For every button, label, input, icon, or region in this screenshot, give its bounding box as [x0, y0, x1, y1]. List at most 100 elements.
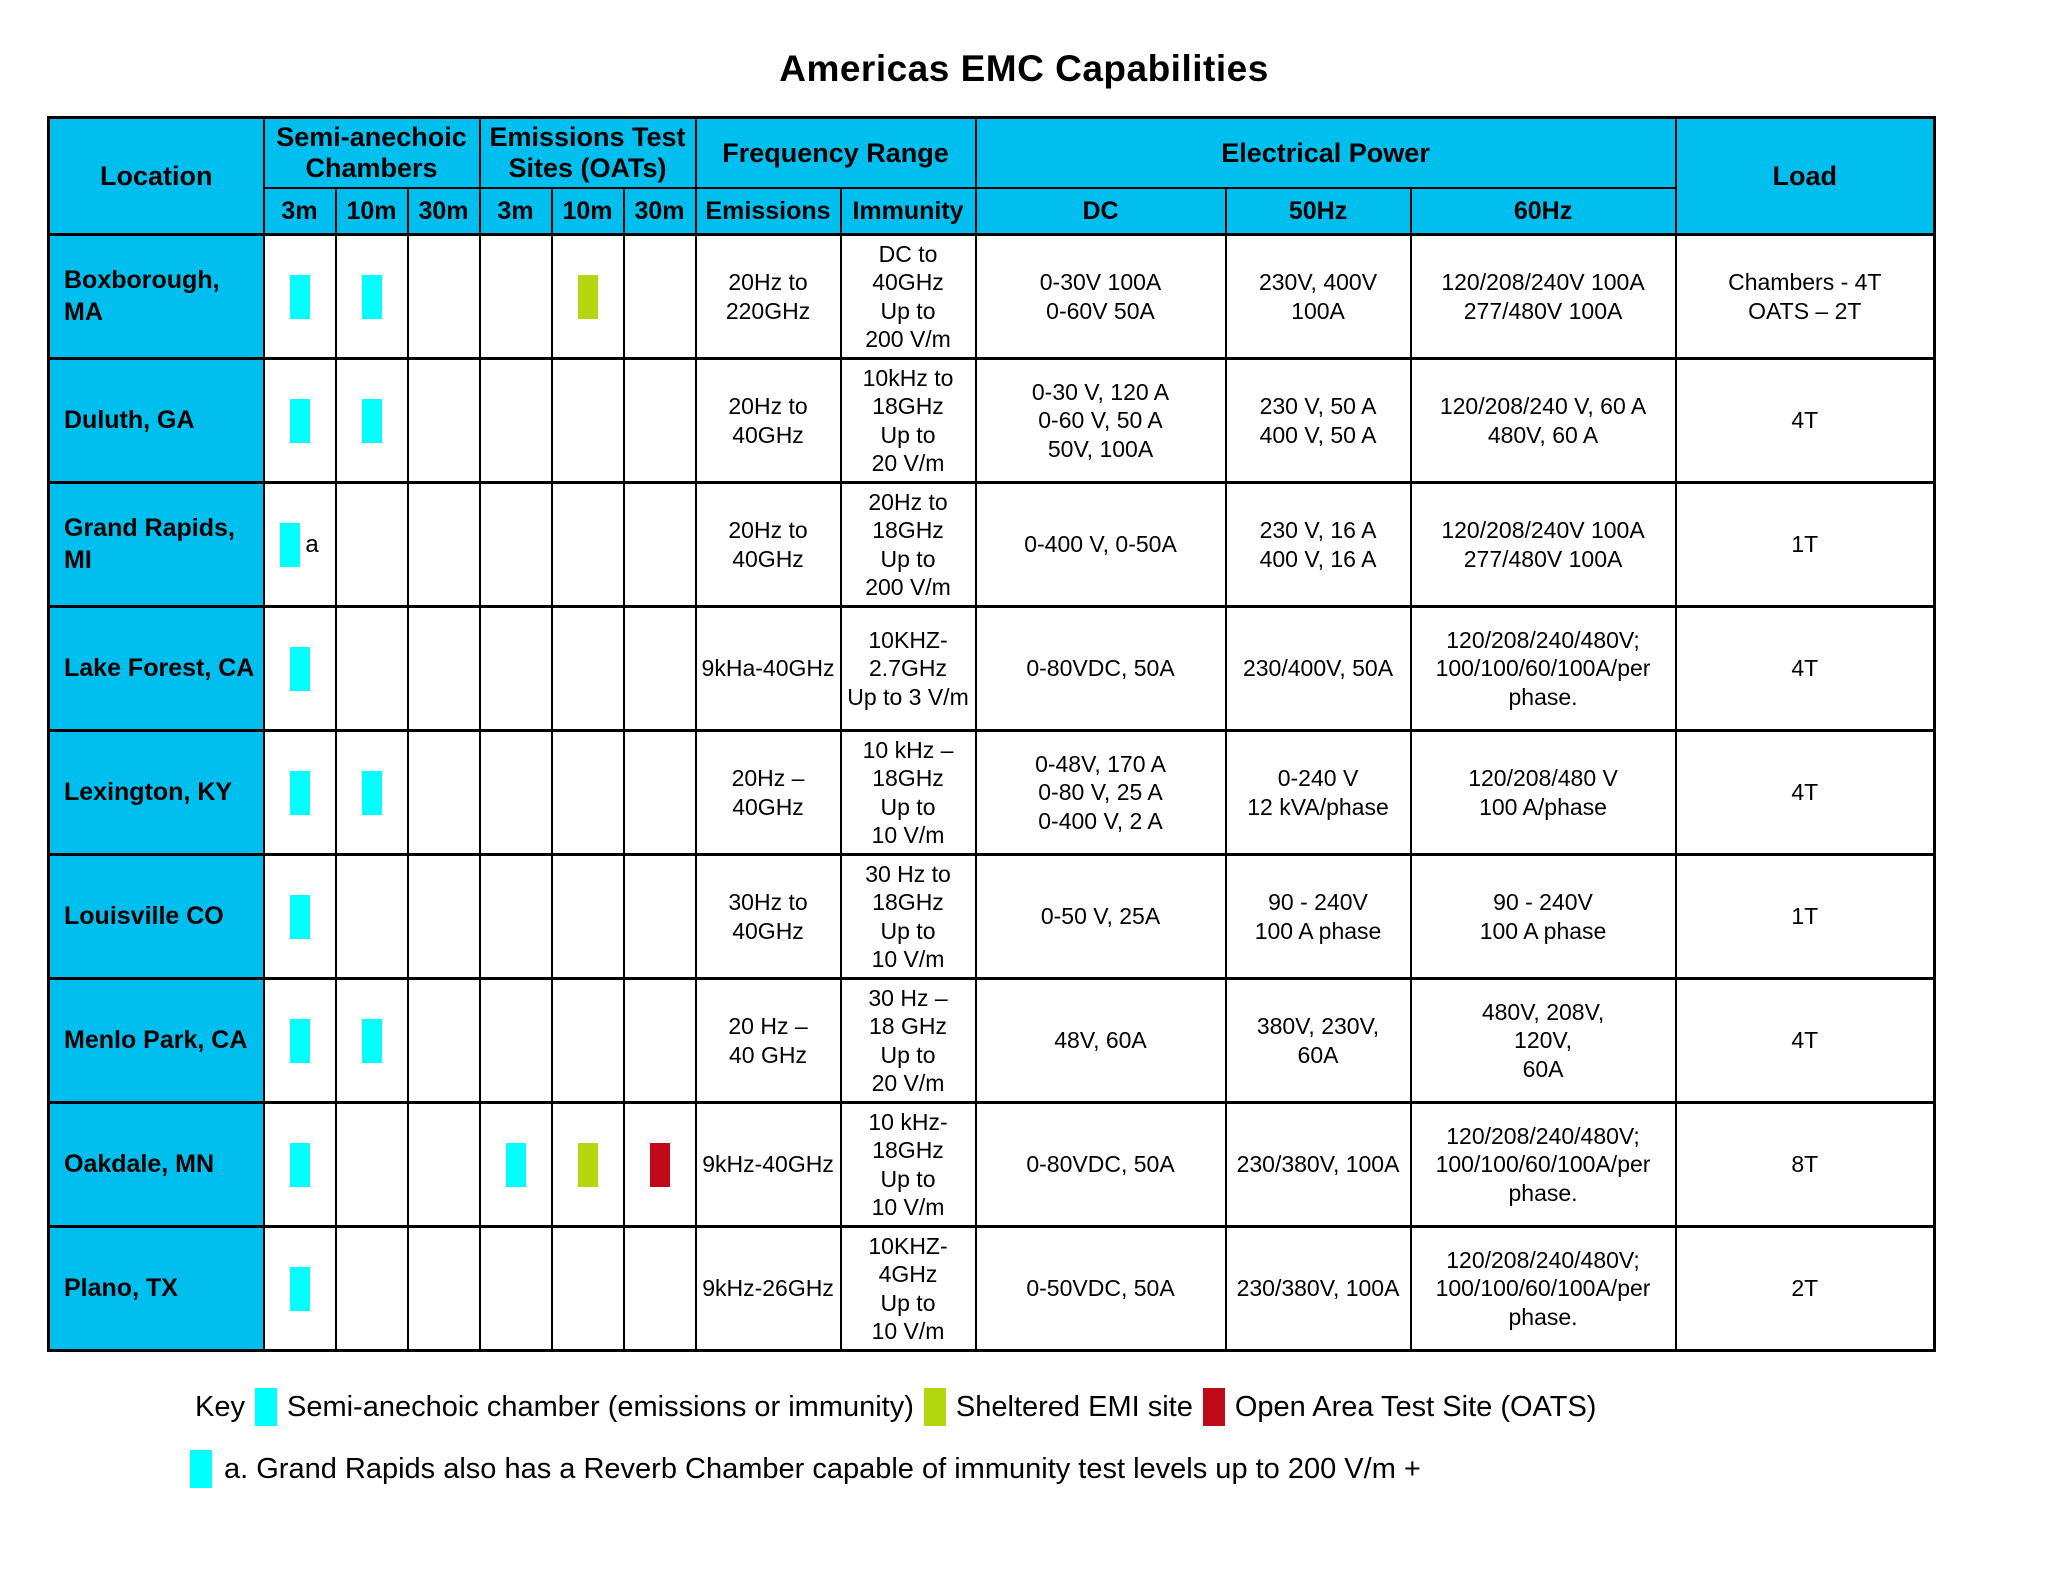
marker-cell [550, 1101, 625, 1228]
dc-power-cell: 0-30 V, 120 A 0-60 V, 50 A 50V, 100A [974, 357, 1227, 484]
60hz-power-cell: 120/208/240/480V; 100/100/60/100A/per ph… [1409, 1225, 1677, 1352]
load-cell: 1T [1674, 481, 1936, 608]
load-cell: 4T [1674, 605, 1936, 732]
cyan-marker-icon [361, 398, 382, 443]
marker-cell [406, 1225, 481, 1352]
table-row: Plano, TX 9kHz-26GHz 10KHZ- 4GHz Up to 10 … [47, 1225, 1936, 1352]
header-immunity: Immunity [839, 187, 977, 236]
cyan-marker-icon [289, 274, 310, 319]
marker-cell [622, 977, 697, 1104]
marker-cell [478, 481, 553, 608]
marker-cell [478, 1101, 553, 1228]
60hz-power-cell: 120/208/240/480V; 100/100/60/100A/per ph… [1409, 605, 1677, 732]
marker-cell [406, 853, 481, 980]
emissions-cell: 9kHz-40GHz [694, 1101, 842, 1228]
marker-cell [262, 357, 337, 484]
marker-cell [334, 233, 409, 360]
location-cell: Plano, TX [47, 1225, 265, 1352]
60hz-power-cell: 120/208/480 V 100 A/phase [1409, 729, 1677, 856]
emissions-cell: 20Hz to 40GHz [694, 481, 842, 608]
table-row: Oakdale, MN 9kHz-40GHz 10 kHz- 18GHz Up to… [47, 1101, 1936, 1228]
dc-power-cell: 0-80VDC, 50A [974, 1101, 1227, 1228]
marker-cell [550, 729, 625, 856]
marker-cell [622, 853, 697, 980]
cyan-marker-icon [505, 1142, 526, 1187]
header-50hz: 50Hz [1224, 187, 1412, 236]
header-load: Load [1674, 116, 1936, 236]
cyan-marker-icon [289, 1266, 310, 1311]
marker-cell [478, 977, 553, 1104]
dc-power-cell: 0-400 V, 0-50A [974, 481, 1227, 608]
60hz-power-cell: 120/208/240/480V; 100/100/60/100A/per ph… [1409, 1101, 1677, 1228]
table-body: Boxborough, MA 20Hz to 220GHz DC to 40GHz … [47, 233, 1936, 1352]
cyan-marker-icon [289, 770, 310, 815]
header-group-row: Location Semi-anechoic Chambers Emission… [47, 116, 1936, 236]
header-sac-3m: 3m [262, 187, 337, 236]
header-dc: DC [974, 187, 1227, 236]
header-oats-3m: 3m [478, 187, 553, 236]
load-cell: 4T [1674, 977, 1936, 1104]
marker-cell [550, 1225, 625, 1352]
footnote: a. Grand Rapids also has a Reverb Chambe… [190, 1450, 2048, 1488]
marker-cell [406, 977, 481, 1104]
60hz-power-cell: 90 - 240V 100 A phase [1409, 853, 1677, 980]
marker-cell [550, 357, 625, 484]
marker-cell [262, 977, 337, 1104]
50hz-power-cell: 230/380V, 100A [1224, 1225, 1412, 1352]
marker-cell [406, 729, 481, 856]
location-cell: Lexington, KY [47, 729, 265, 856]
marker-cell [406, 1101, 481, 1228]
dc-power-cell: 0-48V, 170 A 0-80 V, 25 A 0-400 V, 2 A [974, 729, 1227, 856]
header-oats-30m: 30m [622, 187, 697, 236]
load-cell: 1T [1674, 853, 1936, 980]
immunity-cell: 30 Hz to 18GHz Up to 10 V/m [839, 853, 977, 980]
cyan-marker-icon [289, 646, 310, 691]
marker-cell [262, 605, 337, 732]
green-swatch-icon [923, 1388, 946, 1426]
marker-cell [478, 233, 553, 360]
60hz-power-cell: 120/208/240V 100A 277/480V 100A [1409, 481, 1677, 608]
footnote-ref: a [305, 530, 319, 558]
marker-cell [622, 233, 697, 360]
header-emissions: Emissions [694, 187, 842, 236]
table-row: Lake Forest, CA 9kHa-40GHz 10KHZ- 2.7GHz U… [47, 605, 1936, 732]
dc-power-cell: 0-50 V, 25A [974, 853, 1227, 980]
cyan-marker-icon [289, 1142, 310, 1187]
marker-cell [262, 729, 337, 856]
marker-cell [622, 1101, 697, 1228]
dc-power-cell: 0-30V 100A 0-60V 50A [974, 233, 1227, 360]
cyan-marker-icon [289, 398, 310, 443]
load-cell: Chambers - 4T OATS – 2T [1674, 233, 1936, 360]
dc-power-cell: 48V, 60A [974, 977, 1227, 1104]
marker-cell [550, 977, 625, 1104]
marker-cell [550, 481, 625, 608]
marker-cell [550, 853, 625, 980]
table-row: Menlo Park, CA 20 Hz – 40 GHz 30 Hz – 18 G… [47, 977, 1936, 1104]
immunity-cell: 20Hz to 18GHz Up to 200 V/m [839, 481, 977, 608]
marker-cell [406, 233, 481, 360]
header-oats-group: Emissions Test Sites (OATs) [478, 116, 697, 189]
marker-cell [334, 729, 409, 856]
marker-cell [478, 729, 553, 856]
footnote-text: a. Grand Rapids also has a Reverb Chambe… [224, 1452, 1421, 1485]
marker-cell [334, 853, 409, 980]
marker-cell [550, 605, 625, 732]
marker-cell [262, 1101, 337, 1228]
50hz-power-cell: 230 V, 16 A 400 V, 16 A [1224, 481, 1412, 608]
location-cell: Oakdale, MN [47, 1101, 265, 1228]
page-title: Americas EMC Capabilities [779, 48, 1269, 89]
emc-capabilities-table: Location Semi-anechoic Chambers Emission… [47, 116, 1937, 1352]
marker-cell [334, 357, 409, 484]
load-cell: 8T [1674, 1101, 1936, 1228]
load-cell: 2T [1674, 1225, 1936, 1352]
emissions-cell: 9kHa-40GHz [694, 605, 842, 732]
cyan-swatch-icon [190, 1450, 212, 1488]
marker-cell [478, 605, 553, 732]
marker-cell [406, 481, 481, 608]
50hz-power-cell: 230 V, 50 A 400 V, 50 A [1224, 357, 1412, 484]
marker-cell [622, 481, 697, 608]
immunity-cell: 10kHz to 18GHz Up to 20 V/m [839, 357, 977, 484]
emissions-cell: 9kHz-26GHz [694, 1225, 842, 1352]
60hz-power-cell: 120/208/240 V, 60 A 480V, 60 A [1409, 357, 1677, 484]
